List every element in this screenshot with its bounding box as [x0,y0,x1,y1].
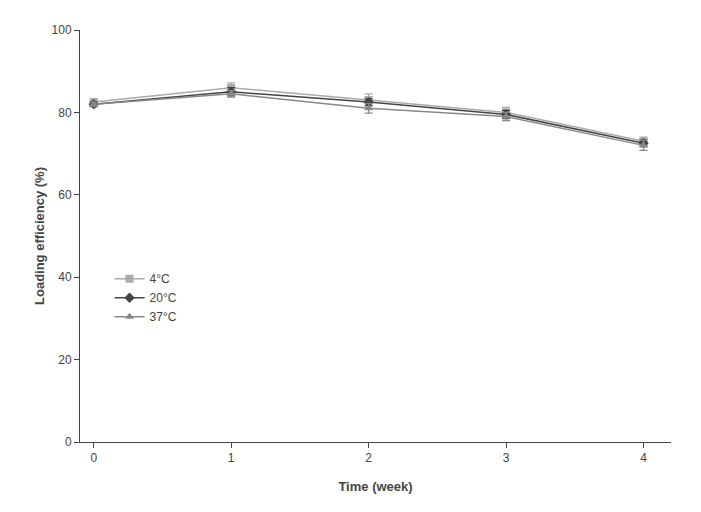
svg-text:37°C: 37°C [150,310,177,324]
svg-text:0: 0 [65,435,72,449]
svg-text:20°C: 20°C [150,291,177,305]
svg-text:100: 100 [52,23,72,37]
svg-text:60: 60 [58,188,72,202]
svg-text:1: 1 [228,451,235,465]
svg-text:0: 0 [90,451,97,465]
svg-text:2: 2 [365,451,372,465]
svg-text:40: 40 [58,270,72,284]
svg-text:Loading efficiency (%): Loading efficiency (%) [32,167,47,305]
svg-text:4°C: 4°C [150,272,170,286]
svg-text:4: 4 [640,451,647,465]
svg-text:80: 80 [58,106,72,120]
svg-text:20: 20 [58,353,72,367]
svg-text:Time (week): Time (week) [338,479,412,494]
svg-text:3: 3 [503,451,510,465]
